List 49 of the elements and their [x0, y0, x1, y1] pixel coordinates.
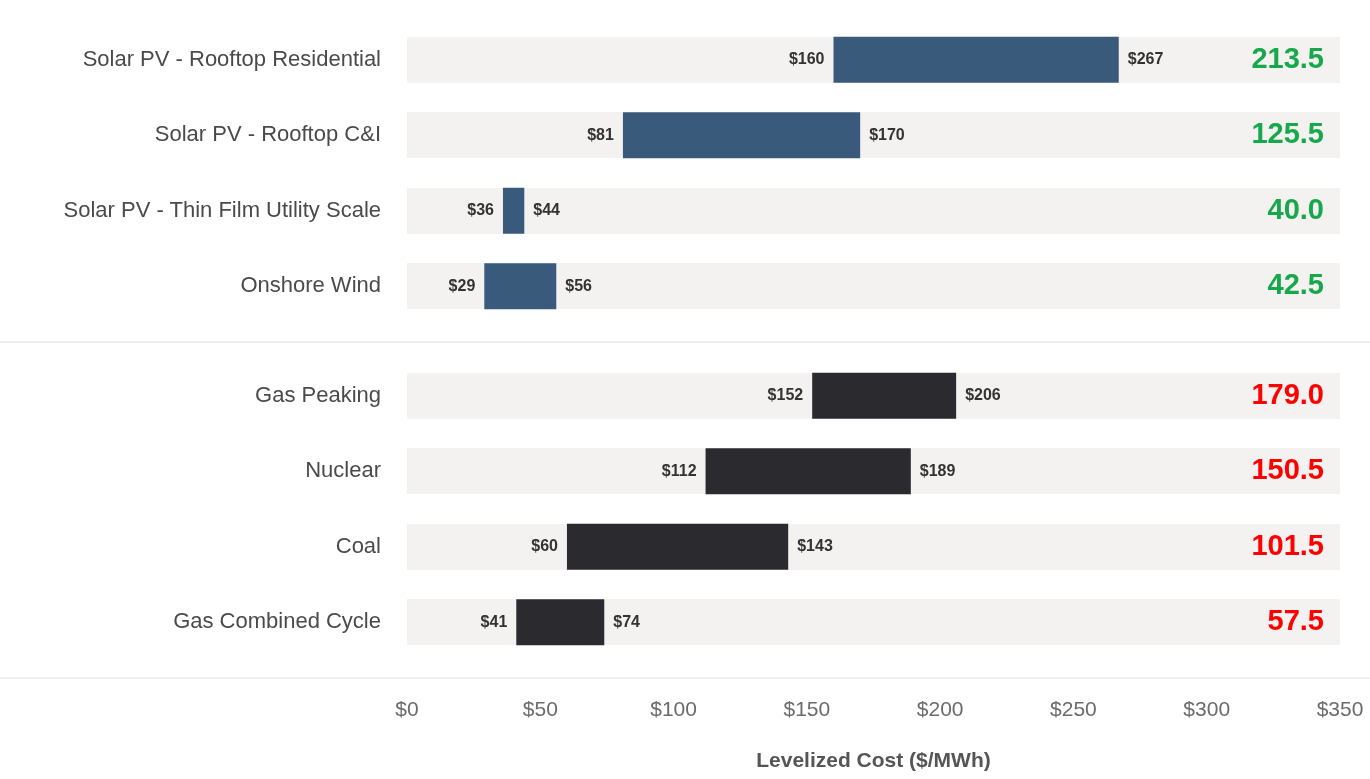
bar	[622, 112, 861, 159]
bar	[566, 523, 789, 570]
annotation: $56	[565, 276, 593, 294]
annotation: 57.5	[1267, 604, 1324, 637]
annotation: $41	[480, 612, 508, 630]
x-axis-title: Levelized Cost ($/MWh)	[756, 748, 991, 772]
bar	[502, 187, 525, 234]
annotation: $189	[919, 461, 956, 479]
bar	[705, 448, 911, 495]
annotation: $206	[965, 386, 1001, 404]
y-tick-label: Nuclear	[305, 457, 381, 483]
x-tick-label: $50	[522, 697, 558, 721]
annotation: $152	[767, 386, 804, 404]
annotation: $267	[1127, 50, 1164, 68]
x-tick-label: $350	[1316, 697, 1364, 721]
bar	[812, 372, 957, 419]
annotation: 42.5	[1267, 268, 1324, 301]
y-tick-label: Solar PV - Rooftop Residential	[82, 45, 381, 71]
y-tick-label: Gas Combined Cycle	[173, 608, 381, 634]
x-tick-label: $250	[1050, 697, 1097, 721]
annotation: 40.0	[1267, 192, 1324, 225]
bar	[484, 263, 557, 310]
annotation: 101.5	[1251, 528, 1324, 561]
y-tick-label: Coal	[335, 532, 381, 558]
annotation: $29	[448, 276, 476, 294]
annotation: $36	[467, 201, 495, 219]
annotation: 179.0	[1251, 377, 1324, 410]
y-tick-label: Onshore Wind	[240, 272, 381, 298]
annotation: $160	[788, 50, 825, 68]
bar	[516, 599, 605, 646]
x-tick-label: $0	[395, 697, 419, 721]
annotation: 213.5	[1251, 41, 1324, 74]
annotation: $60	[531, 537, 559, 555]
y-tick-label: Solar PV - Thin Film Utility Scale	[63, 196, 381, 222]
bar	[833, 36, 1119, 83]
annotation: $112	[661, 461, 697, 479]
x-tick-label: $100	[650, 697, 697, 721]
annotation: $74	[613, 612, 641, 630]
annotation: $143	[797, 537, 833, 555]
x-tick-label: $300	[1183, 697, 1231, 721]
x-tick-label: $200	[916, 697, 964, 721]
annotation: $81	[587, 125, 615, 143]
y-tick-label: Solar PV - Rooftop C&I	[154, 121, 381, 147]
x-tick-label: $150	[783, 697, 831, 721]
annotation: 150.5	[1251, 453, 1324, 486]
annotation: $170	[869, 125, 905, 143]
annotation: $44	[533, 201, 561, 219]
annotation: 125.5	[1251, 117, 1324, 150]
y-tick-label: Gas Peaking	[255, 381, 381, 407]
